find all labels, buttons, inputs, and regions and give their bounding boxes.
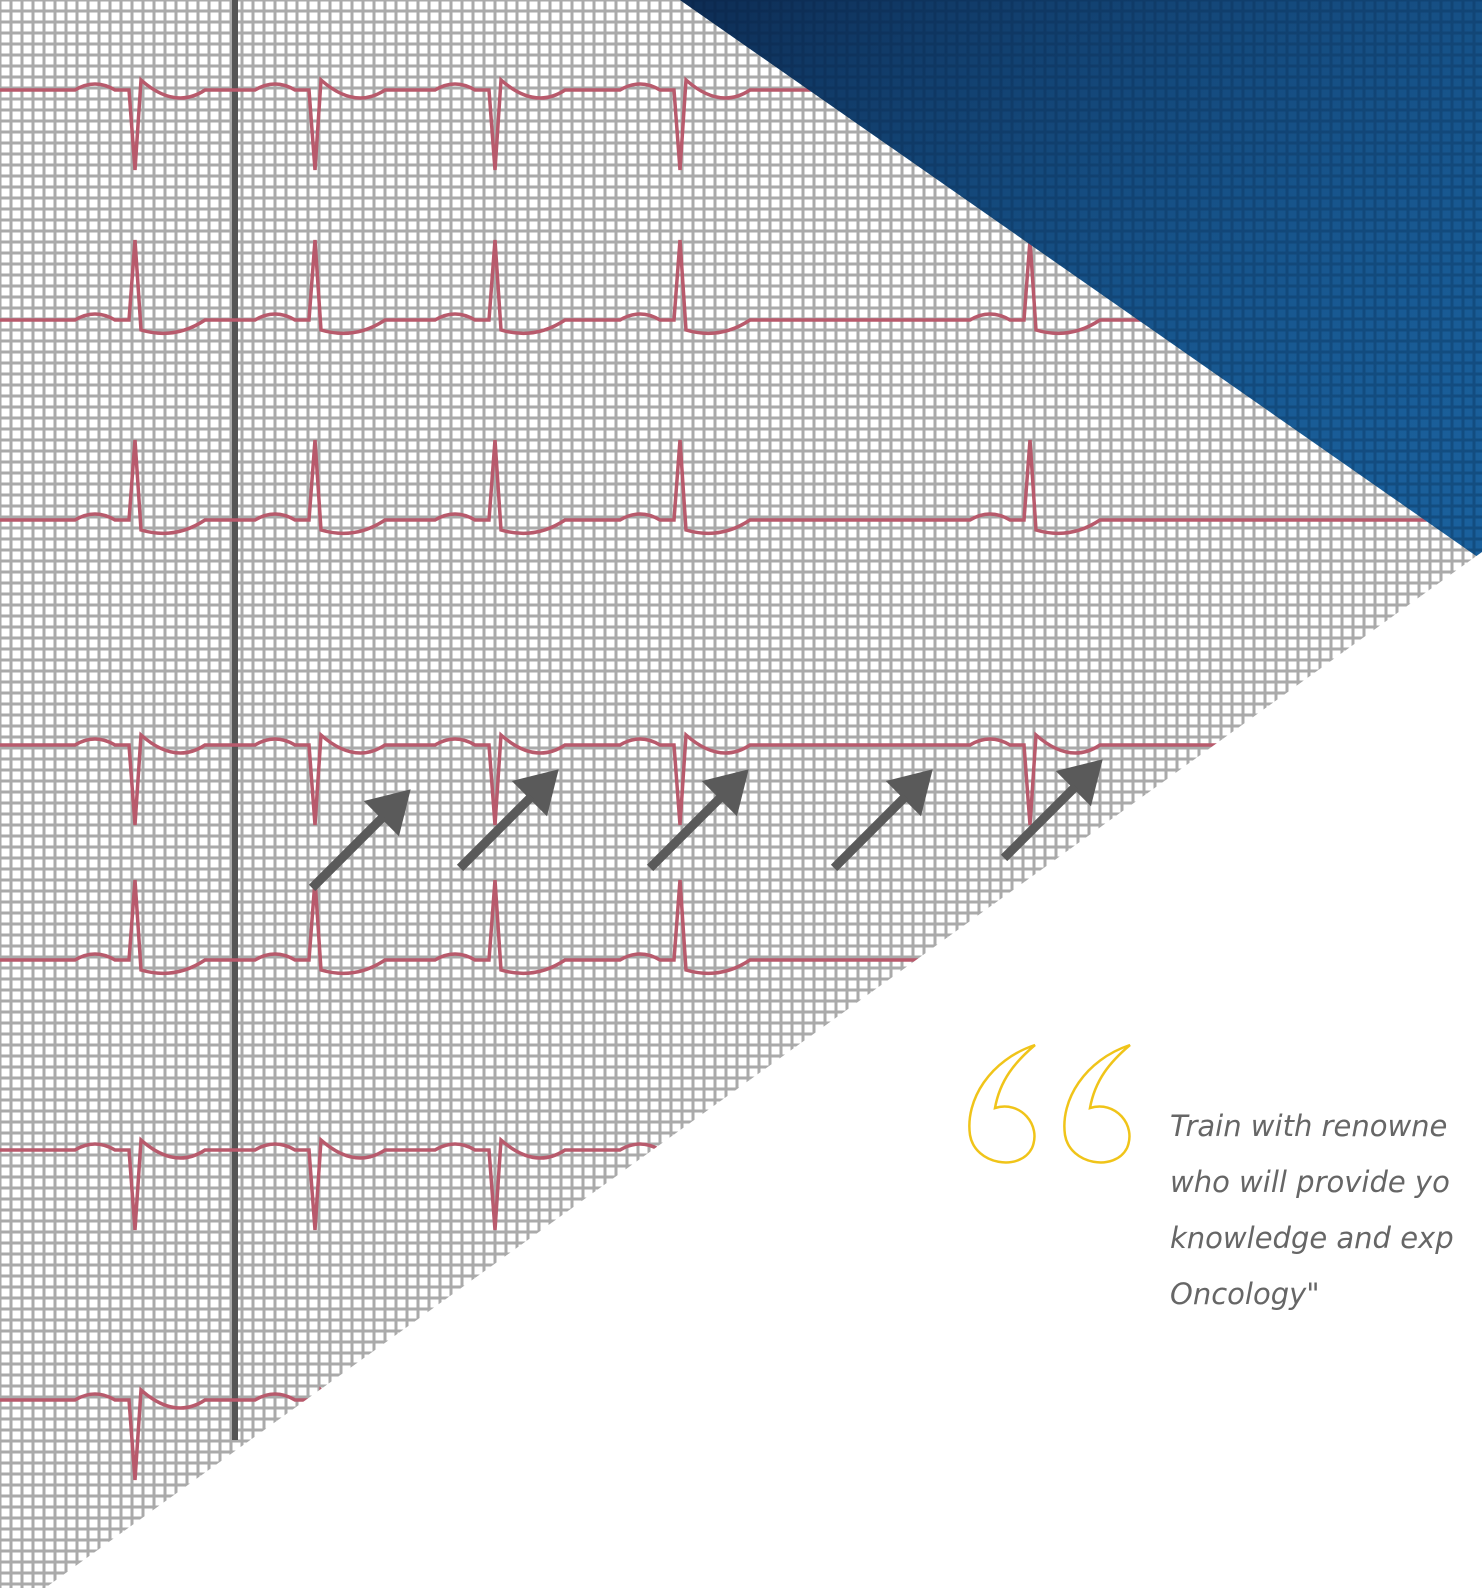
quote-line: knowledge and exp (1170, 1221, 1454, 1255)
ecg-trace (0, 439, 1482, 536)
divider (232, 0, 238, 1440)
quote-line: who will provide yo (1170, 1165, 1450, 1199)
arrows (308, 759, 1103, 892)
quote-text: Train with renowne who will provide yo k… (1170, 1098, 1482, 1322)
quote-line: Oncology" (1170, 1277, 1320, 1311)
ecg-trace (0, 731, 1482, 826)
ecg-trace (0, 239, 1482, 336)
blue-overlay (680, 0, 1482, 560)
white-triangle (45, 552, 1482, 1588)
quote-line: Train with renowne (1170, 1109, 1448, 1143)
quote-mark (968, 1043, 1131, 1164)
